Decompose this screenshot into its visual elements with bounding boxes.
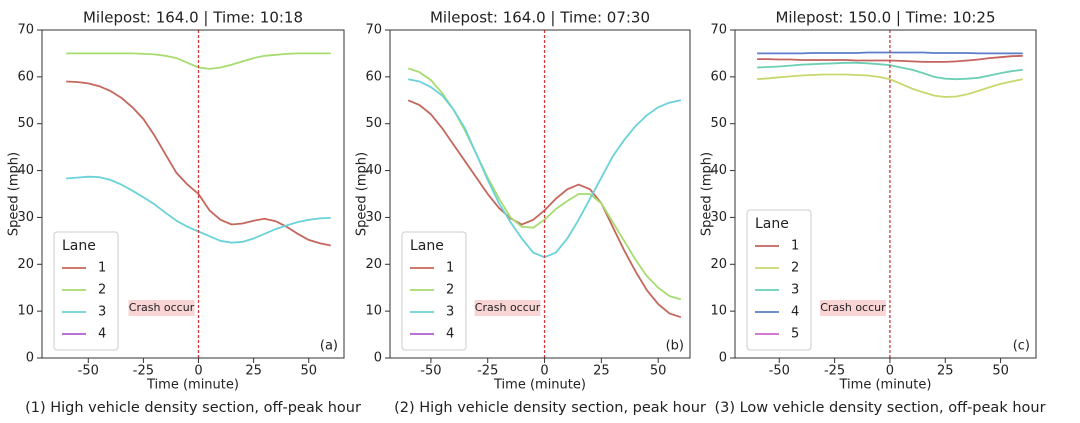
- x-tick-label: 0: [194, 364, 202, 379]
- y-tick-label: 60: [710, 69, 727, 84]
- y-tick-label: 10: [365, 304, 382, 319]
- legend-title: Lane: [410, 238, 444, 254]
- legend-label: 1: [446, 261, 454, 276]
- y-tick-label: 40: [365, 163, 382, 178]
- y-tick-label: 70: [17, 23, 34, 38]
- x-tick-label: -25: [133, 364, 154, 379]
- x-tick-label: -25: [477, 364, 498, 379]
- legend-label: 3: [98, 305, 106, 320]
- y-tick-label: 50: [710, 116, 727, 131]
- x-axis-label: Time (minute): [839, 378, 932, 393]
- legend-label: 1: [791, 239, 799, 254]
- annotation: Crash occur: [820, 301, 886, 314]
- x-axis-label: Time (minute): [146, 378, 239, 393]
- legend-title: Lane: [62, 238, 96, 254]
- panel-label: (a): [320, 339, 338, 354]
- x-tick-label: 25: [937, 364, 954, 379]
- y-tick-label: 70: [365, 23, 382, 38]
- annotation: Crash occur: [475, 301, 541, 314]
- y-tick-label: 0: [719, 351, 727, 366]
- legend-label: 4: [98, 327, 106, 342]
- y-axis-label: Speed (mph): [355, 152, 370, 236]
- annotation-box: [474, 300, 541, 316]
- legend-label: 2: [446, 283, 454, 298]
- legend-label: 5: [791, 327, 799, 342]
- series-line: [66, 80, 331, 247]
- x-tick-label: 25: [593, 364, 610, 379]
- y-tick-label: 30: [710, 210, 727, 225]
- y-tick-label: 70: [710, 23, 727, 38]
- x-tick-label: 0: [886, 364, 894, 379]
- y-tick-label: 40: [710, 163, 727, 178]
- x-tick-label: 25: [245, 364, 262, 379]
- y-tick-label: 20: [365, 257, 382, 272]
- y-tick-label: 20: [710, 257, 727, 272]
- x-tick-label: -25: [824, 364, 845, 379]
- chart-title: Milepost: 164.0 | Time: 10:18: [83, 9, 303, 27]
- plot-frame: [41, 29, 345, 359]
- x-tick-label: 50: [650, 364, 667, 379]
- chart-title: Milepost: 164.0 | Time: 07:30: [430, 9, 650, 27]
- legend-label: 3: [791, 283, 799, 298]
- legend-box: [401, 231, 467, 351]
- y-tick-label: 30: [17, 210, 34, 225]
- y-tick-label: 30: [365, 210, 382, 225]
- plot-frame: [389, 29, 691, 359]
- caption: (2) High vehicle density section, peak h…: [394, 400, 706, 416]
- y-tick-label: 40: [17, 163, 34, 178]
- legend-title: Lane: [755, 216, 789, 232]
- y-tick-label: 10: [17, 304, 34, 319]
- x-tick-label: -50: [769, 364, 790, 379]
- y-tick-label: 0: [374, 351, 382, 366]
- legend-label: 2: [791, 261, 799, 276]
- x-tick-label: -50: [420, 364, 441, 379]
- legend-label: 4: [791, 305, 799, 320]
- panel-label: (b): [666, 339, 684, 354]
- annotation-box: [819, 300, 886, 316]
- legend-label: 1: [98, 261, 106, 276]
- chart-title: Milepost: 150.0 | Time: 10:25: [775, 9, 995, 27]
- annotation-box: [128, 300, 195, 316]
- y-tick-label: 60: [17, 69, 34, 84]
- legend-label: 2: [98, 283, 106, 298]
- x-tick-label: 50: [300, 364, 317, 379]
- caption: (3) Low vehicle density section, off-pea…: [714, 400, 1045, 416]
- legend-box: [53, 231, 119, 351]
- legend-label: 3: [446, 305, 454, 320]
- y-axis-label: Speed (mph): [700, 152, 715, 236]
- y-axis-label: Speed (mph): [7, 152, 22, 236]
- panel-label: (c): [1013, 339, 1030, 354]
- y-tick-label: 50: [365, 116, 382, 131]
- legend-label: 4: [446, 327, 454, 342]
- y-tick-label: 20: [17, 257, 34, 272]
- y-tick-label: 0: [26, 351, 34, 366]
- y-tick-label: 10: [710, 304, 727, 319]
- series-line: [757, 73, 1023, 98]
- legend-box: [746, 209, 812, 351]
- plot-frame: [734, 29, 1037, 359]
- caption: (1) High vehicle density section, off-pe…: [25, 400, 361, 416]
- y-tick-label: 50: [17, 116, 34, 131]
- x-tick-label: 0: [540, 364, 548, 379]
- x-tick-label: -50: [78, 364, 99, 379]
- y-tick-label: 60: [365, 69, 382, 84]
- x-tick-label: 50: [992, 364, 1009, 379]
- annotation: Crash occur: [129, 301, 195, 314]
- x-axis-label: Time (minute): [493, 378, 586, 393]
